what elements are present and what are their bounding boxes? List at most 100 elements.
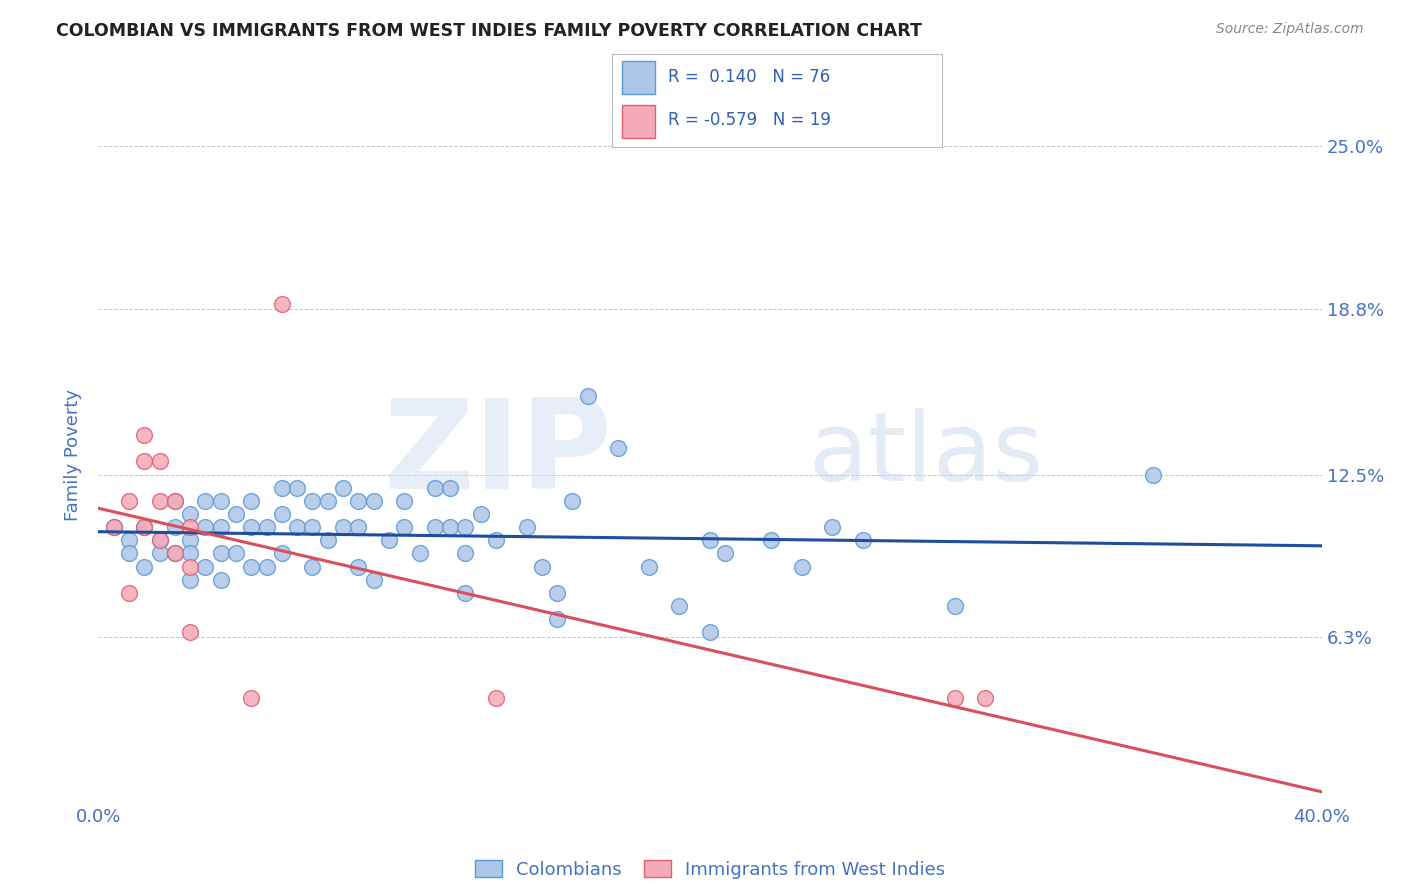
Point xyxy=(561,494,583,508)
Point xyxy=(163,494,186,508)
Point xyxy=(194,494,217,508)
Point xyxy=(149,494,172,508)
Point xyxy=(943,599,966,613)
Point xyxy=(530,559,553,574)
Point xyxy=(1142,467,1164,482)
Point xyxy=(209,520,232,534)
Point xyxy=(134,520,156,534)
Point xyxy=(347,559,370,574)
Point xyxy=(270,507,292,521)
Text: Source: ZipAtlas.com: Source: ZipAtlas.com xyxy=(1216,22,1364,37)
Bar xyxy=(621,61,655,94)
Point xyxy=(332,481,354,495)
Point xyxy=(103,520,125,534)
Text: R = -0.579   N = 19: R = -0.579 N = 19 xyxy=(668,112,831,129)
Point xyxy=(270,297,292,311)
Point xyxy=(194,520,217,534)
Point xyxy=(392,520,416,534)
Point xyxy=(270,546,292,560)
Point xyxy=(439,481,461,495)
Point xyxy=(821,520,844,534)
Legend: Colombians, Immigrants from West Indies: Colombians, Immigrants from West Indies xyxy=(470,855,950,884)
Point xyxy=(759,533,782,548)
Point xyxy=(546,586,568,600)
Point xyxy=(179,533,201,548)
Text: ZIP: ZIP xyxy=(384,394,612,516)
Point xyxy=(943,690,966,705)
Point xyxy=(301,520,323,534)
Point xyxy=(103,520,125,534)
Point xyxy=(408,546,430,560)
Point xyxy=(699,533,721,548)
Point xyxy=(378,533,401,548)
Point xyxy=(316,494,339,508)
Point xyxy=(209,573,232,587)
Point xyxy=(270,481,292,495)
Point xyxy=(699,625,721,640)
Point xyxy=(240,690,263,705)
Point xyxy=(209,494,232,508)
Text: R =  0.140   N = 76: R = 0.140 N = 76 xyxy=(668,69,830,87)
Point xyxy=(423,481,446,495)
Point xyxy=(240,559,263,574)
Point xyxy=(363,494,385,508)
Point xyxy=(118,586,141,600)
Point xyxy=(714,546,737,560)
Point xyxy=(149,533,172,548)
Point xyxy=(163,546,186,560)
Point xyxy=(225,507,247,521)
Point xyxy=(392,494,416,508)
Point xyxy=(118,546,141,560)
Point xyxy=(439,520,461,534)
Point xyxy=(118,494,141,508)
Point xyxy=(179,559,201,574)
Point xyxy=(363,573,385,587)
Point xyxy=(485,533,508,548)
Point xyxy=(852,533,875,548)
Point xyxy=(285,481,308,495)
Point xyxy=(485,690,508,705)
Point xyxy=(149,546,172,560)
Point xyxy=(149,454,172,468)
Point xyxy=(179,507,201,521)
Point xyxy=(454,586,477,600)
Point xyxy=(423,520,446,534)
Bar xyxy=(621,105,655,138)
Point xyxy=(470,507,492,521)
Point xyxy=(179,520,201,534)
Point xyxy=(225,546,247,560)
Point xyxy=(516,520,538,534)
Point xyxy=(163,494,186,508)
Point xyxy=(256,559,278,574)
Point xyxy=(134,454,156,468)
Point xyxy=(790,559,813,574)
Point xyxy=(974,690,997,705)
Point xyxy=(179,546,201,560)
Point xyxy=(637,559,661,574)
Point xyxy=(546,612,568,626)
Point xyxy=(301,494,323,508)
Point xyxy=(285,520,308,534)
Point xyxy=(454,546,477,560)
Point xyxy=(668,599,690,613)
Point xyxy=(240,494,263,508)
Point xyxy=(194,559,217,574)
Point xyxy=(256,520,278,534)
Point xyxy=(118,533,141,548)
Point xyxy=(240,520,263,534)
Text: atlas: atlas xyxy=(808,409,1043,501)
Point xyxy=(163,520,186,534)
Text: COLOMBIAN VS IMMIGRANTS FROM WEST INDIES FAMILY POVERTY CORRELATION CHART: COLOMBIAN VS IMMIGRANTS FROM WEST INDIES… xyxy=(56,22,922,40)
Point xyxy=(163,546,186,560)
Point xyxy=(134,559,156,574)
Point xyxy=(347,520,370,534)
Point xyxy=(134,428,156,442)
Point xyxy=(607,442,630,456)
Y-axis label: Family Poverty: Family Poverty xyxy=(65,389,83,521)
Point xyxy=(347,494,370,508)
Point xyxy=(209,546,232,560)
Point xyxy=(332,520,354,534)
Point xyxy=(301,559,323,574)
Point xyxy=(179,625,201,640)
Point xyxy=(316,533,339,548)
